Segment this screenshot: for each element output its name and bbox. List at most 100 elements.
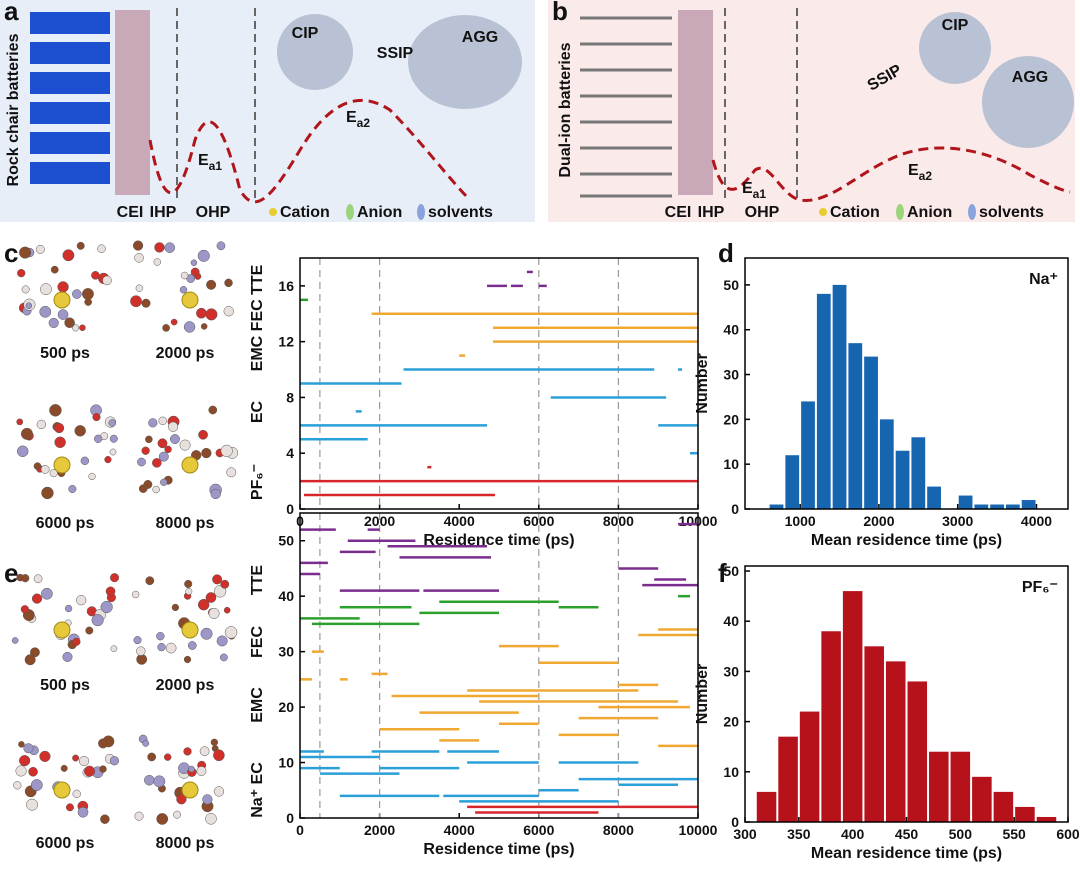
atom bbox=[40, 464, 50, 474]
y-tick-label: 50 bbox=[723, 277, 739, 293]
atom bbox=[162, 324, 170, 332]
panel-label: f bbox=[718, 558, 727, 588]
atom bbox=[164, 242, 176, 253]
y-tick-label: 40 bbox=[278, 588, 294, 604]
atom bbox=[77, 806, 89, 818]
annotation: Na⁺ bbox=[1029, 271, 1058, 288]
atom bbox=[82, 288, 94, 300]
ion bbox=[53, 456, 71, 474]
x-tick-label: 4000 bbox=[1021, 513, 1052, 529]
atom bbox=[91, 614, 104, 627]
barrier-sub: a2 bbox=[357, 116, 371, 130]
atom bbox=[179, 439, 191, 451]
atom bbox=[135, 284, 143, 292]
atom bbox=[165, 642, 177, 654]
atom bbox=[141, 446, 150, 455]
y-tick-label: 30 bbox=[278, 644, 294, 660]
cluster-label: SSIP bbox=[377, 45, 414, 62]
atom bbox=[26, 798, 39, 811]
snapshot-label: 6000 ps bbox=[36, 835, 95, 852]
legend-icon bbox=[968, 204, 976, 220]
plot-frame bbox=[299, 512, 699, 819]
atom bbox=[148, 418, 158, 428]
atom bbox=[17, 268, 26, 278]
atom bbox=[108, 419, 117, 427]
agg-cluster bbox=[982, 56, 1074, 148]
cluster-label: CIP bbox=[292, 25, 319, 42]
atom bbox=[105, 586, 116, 597]
atom bbox=[145, 576, 155, 586]
atom bbox=[131, 590, 140, 599]
atom bbox=[202, 794, 213, 805]
diagram-a: Rock chair batteries CEI IHP OHP CIP SSI… bbox=[0, 0, 535, 222]
x-axis-title: Residence time (ps) bbox=[423, 532, 574, 549]
atom bbox=[156, 813, 169, 825]
atom bbox=[88, 472, 96, 481]
plot-frame bbox=[744, 257, 1069, 510]
bar bbox=[907, 681, 928, 822]
atom bbox=[134, 253, 144, 263]
layer-label: OHP bbox=[196, 204, 231, 221]
atom bbox=[216, 241, 226, 251]
ion bbox=[53, 621, 71, 639]
atom bbox=[134, 811, 144, 821]
atom bbox=[72, 289, 82, 299]
panel-label: c bbox=[4, 238, 18, 268]
atom bbox=[72, 637, 81, 646]
y-tick-label: 30 bbox=[723, 367, 739, 383]
atom bbox=[40, 283, 52, 296]
bar bbox=[848, 343, 863, 509]
atom bbox=[41, 486, 54, 500]
atom bbox=[18, 741, 25, 748]
barrier-main: E bbox=[742, 180, 753, 197]
atom bbox=[179, 286, 188, 294]
atom bbox=[68, 485, 77, 494]
x-axis-title: Residence time (ps) bbox=[423, 841, 574, 858]
y-axis-title: Number bbox=[694, 353, 711, 413]
atom bbox=[213, 749, 225, 762]
cei-layer bbox=[115, 10, 150, 195]
atom bbox=[33, 462, 42, 470]
atom bbox=[183, 747, 192, 756]
atom bbox=[109, 756, 120, 766]
bar bbox=[832, 284, 847, 509]
atom bbox=[99, 765, 107, 773]
bar bbox=[929, 751, 949, 822]
legend-icon bbox=[417, 204, 425, 220]
barrier-sub: a1 bbox=[209, 159, 223, 173]
atom bbox=[92, 413, 101, 422]
atom bbox=[64, 317, 75, 329]
group-label: TTE bbox=[249, 565, 266, 596]
atom bbox=[79, 324, 86, 332]
atom bbox=[28, 766, 38, 777]
atom bbox=[80, 456, 90, 466]
atom bbox=[72, 754, 80, 762]
atom bbox=[157, 642, 166, 652]
atom bbox=[39, 750, 51, 762]
atom bbox=[66, 803, 74, 812]
atom bbox=[19, 755, 31, 767]
atom bbox=[167, 421, 179, 432]
atom bbox=[57, 309, 69, 320]
atom bbox=[19, 246, 32, 259]
atom bbox=[49, 404, 62, 417]
atom bbox=[16, 445, 29, 458]
group-label: PF₆⁻ bbox=[249, 464, 266, 500]
atom bbox=[54, 436, 66, 448]
atom bbox=[64, 604, 73, 613]
bar bbox=[816, 293, 831, 509]
atom bbox=[20, 605, 29, 614]
atom bbox=[84, 765, 96, 777]
snapshot-label: 8000 ps bbox=[156, 515, 215, 532]
y-tick-label: 4 bbox=[286, 445, 294, 461]
snapshot-label: 2000 ps bbox=[156, 677, 215, 694]
legend-label: Anion bbox=[907, 204, 952, 221]
atom bbox=[194, 272, 202, 280]
diagram-b: Dual-ion batteries CEI IHP OHP CIP SSIP … bbox=[548, 0, 1075, 222]
barrier-main: E bbox=[198, 152, 209, 169]
atom bbox=[201, 447, 212, 459]
barrier-label: Ea1 bbox=[742, 180, 766, 201]
atom bbox=[200, 323, 208, 330]
atom bbox=[102, 275, 112, 286]
atom bbox=[208, 405, 218, 415]
